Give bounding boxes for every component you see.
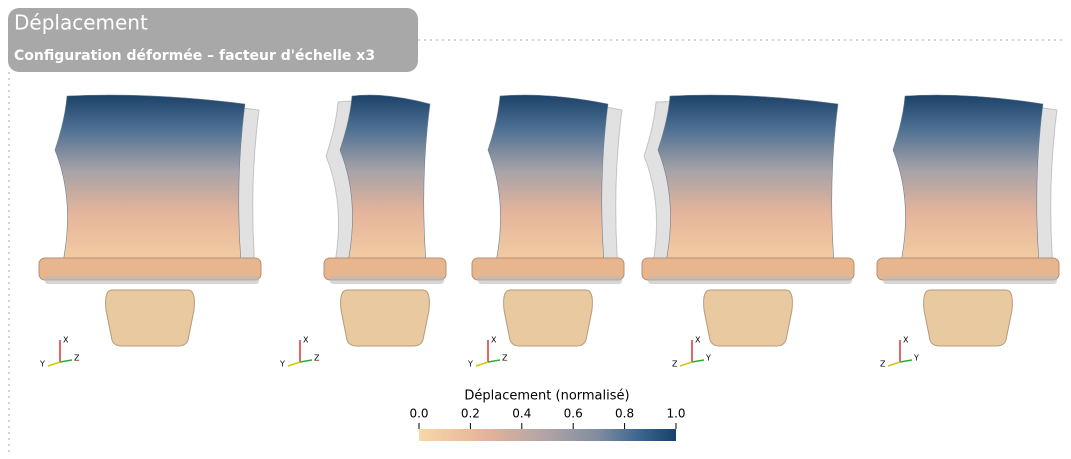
axis-label: Y	[467, 360, 473, 369]
axis-label: Y	[39, 360, 45, 369]
axis-label: Z	[672, 360, 678, 369]
axis-2	[287, 361, 301, 367]
axis-label: Z	[314, 354, 320, 363]
axis-label: X	[491, 336, 497, 345]
axis-3	[691, 359, 705, 363]
axis-3	[59, 359, 73, 363]
axis-label: X	[903, 336, 909, 345]
axis-2	[887, 361, 901, 367]
colorbar-title: Déplacement (normalisé)	[464, 389, 629, 404]
blade	[892, 94, 1044, 263]
root	[503, 289, 593, 347]
root	[105, 289, 195, 347]
axis-2	[475, 361, 489, 367]
header-subtitle: Configuration déformée – facteur d'échel…	[14, 48, 375, 64]
platform-ghost	[648, 276, 852, 284]
colorbar-tick-label: 1.0	[666, 407, 685, 421]
axis-3	[299, 359, 313, 363]
colorbar-tick-label: 0.0	[409, 407, 428, 421]
axis-2	[47, 361, 61, 367]
platform-ghost	[45, 276, 259, 284]
blade	[657, 94, 839, 263]
colorbar-tick-label: 0.8	[615, 407, 634, 421]
header-title: Déplacement	[14, 11, 148, 35]
axis-3	[899, 359, 913, 363]
axis-label: Z	[502, 354, 508, 363]
root	[703, 289, 793, 347]
blade	[54, 94, 246, 263]
axis-label: X	[695, 336, 701, 345]
axis-label: X	[303, 336, 309, 345]
axis-label: Y	[913, 354, 919, 363]
blade	[487, 94, 609, 263]
colorbar-tick-label: 0.6	[564, 407, 583, 421]
colorbar-tick-label: 0.2	[461, 407, 480, 421]
axis-label: Y	[705, 354, 711, 363]
axis-label: Y	[279, 360, 285, 369]
axis-label: X	[63, 336, 69, 345]
colorbar-tick-label: 0.4	[512, 407, 531, 421]
colorbar	[419, 429, 676, 441]
axis-label: Z	[880, 360, 886, 369]
axis-2	[679, 361, 693, 367]
header-box	[8, 8, 418, 72]
platform-ghost	[330, 276, 444, 284]
platform-ghost	[478, 276, 622, 284]
blade	[339, 94, 431, 263]
axis-label: Z	[74, 354, 80, 363]
axis-3	[487, 359, 501, 363]
root	[923, 289, 1013, 347]
root	[340, 289, 430, 347]
platform-ghost	[883, 276, 1057, 284]
